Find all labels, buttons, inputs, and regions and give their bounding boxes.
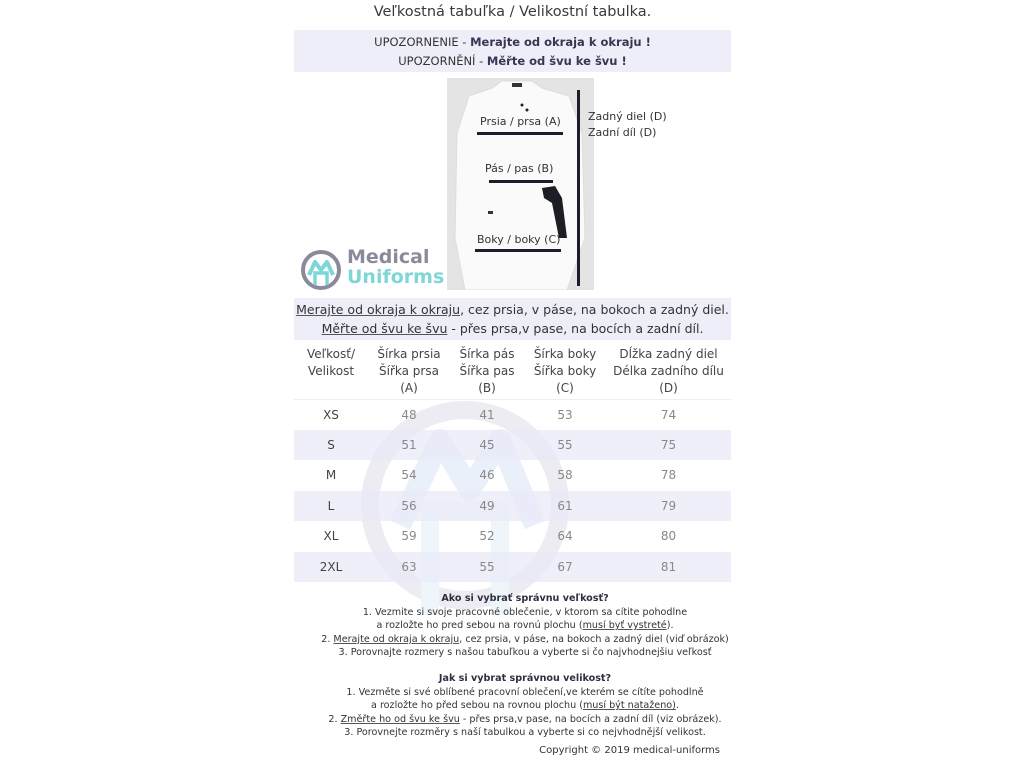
garment-diagram: Prsia / prsa (A) Pás / pas (B) Boky / bo…: [447, 78, 594, 290]
table-row: XL 59 52 64 80: [294, 521, 731, 552]
logo-icon: [301, 250, 341, 290]
logo-text-medical: Medical: [347, 246, 430, 268]
measurement-cell: 79: [606, 490, 731, 521]
size-cell: 2XL: [294, 551, 368, 582]
measurement-cell: 64: [557, 529, 573, 544]
measurement-cell: 45: [450, 429, 524, 460]
measurement-cell: 58: [557, 468, 573, 483]
howto-sk-step2: 2. Merajte od okraja k okraju, cez prsia…: [321, 633, 729, 645]
column-header: Šírka pás Šířka pas (B): [450, 346, 524, 400]
header-line: Délka zadního dílu: [613, 364, 724, 378]
measurement-cell: 46: [479, 468, 495, 483]
measurement-cell: 51: [368, 429, 450, 460]
header-line: (D): [659, 381, 678, 395]
measurement-cell: 55: [524, 429, 606, 460]
column-header: Dĺžka zadný diel Délka zadního dílu (D): [606, 346, 731, 400]
table-row: 2XL 63 55 67 81: [294, 551, 731, 582]
howto-sk-heading: Ako si vybrať správnu veľkosť?: [441, 593, 609, 604]
measurement-cell: 80: [660, 529, 677, 544]
measurement-cell: 74: [660, 407, 677, 422]
header-line: Velikost: [307, 364, 355, 378]
header-line: Dĺžka zadný diel: [619, 347, 718, 361]
measurement-cell: 55: [450, 551, 524, 582]
back-length-line: [577, 90, 580, 286]
measure-instructions: Merajte od okraja k okraju, cez prsia, v…: [294, 298, 731, 340]
how-to-choose: Ako si vybrať správnu veľkosť? 1. Vezmit…: [290, 592, 760, 740]
measurement-cell: 78: [660, 468, 677, 483]
back-label-sk: Zadný diel (D): [588, 110, 667, 123]
copyright: Copyright © 2019 medical-uniforms: [539, 745, 720, 756]
measurement-cell: 53: [557, 407, 573, 422]
logo-text-uniforms: Uniforms: [347, 266, 445, 288]
header-line: (B): [478, 381, 496, 395]
size-cell: XL: [323, 529, 339, 544]
header-line: Šířka pas: [459, 364, 515, 378]
measurement-cell: 52: [479, 529, 495, 544]
chest-line: [477, 132, 563, 135]
measurement-cell: 59: [401, 529, 417, 544]
back-label-cz: Zadní díl (D): [588, 126, 657, 139]
measurement-cell: 61: [524, 490, 606, 521]
measurement-cell: 48: [401, 407, 417, 422]
measurement-cell: 54: [401, 468, 417, 483]
size-cell: L: [294, 490, 368, 521]
hips-line: [475, 249, 561, 252]
warning-notice: UPOZORNENIE - Merajte od okraja k okraju…: [294, 30, 731, 72]
measurement-cell: 56: [368, 490, 450, 521]
notice-sk: UPOZORNENIE - Merajte od okraja k okraju…: [374, 35, 651, 49]
column-header: Šírka boky Šířka boky (C): [524, 346, 606, 400]
table-row: M 54 46 58 78: [294, 460, 731, 491]
howto-cz-step1: 1. Vezměte si své oblíbené pracovní oble…: [346, 686, 704, 698]
header-line: (C): [556, 381, 574, 395]
waist-line: [489, 180, 553, 183]
header-line: Šířka prsa: [379, 364, 439, 378]
measure-sk: Merajte od okraja k okraju, cez prsia, v…: [296, 302, 729, 317]
hips-label: Boky / boky (C): [477, 233, 561, 246]
table-row: L 56 49 61 79: [294, 490, 731, 521]
page-title: Veľkostná tabuľka / Velikostní tabulka.: [373, 4, 652, 20]
measure-cz: Měřte od švu ke švu - přes prsa,v pase, …: [321, 321, 704, 336]
measurement-cell: 75: [606, 429, 731, 460]
notice-cz: UPOZORNĚNÍ - Měřte od švu ke švu !: [398, 54, 627, 68]
measurement-cell: 63: [368, 551, 450, 582]
brand-logo: Medical Uniforms: [300, 247, 452, 291]
table-row: S 51 45 55 75: [294, 429, 731, 460]
measurement-cell: 49: [450, 490, 524, 521]
header-line: Šírka pás: [459, 347, 515, 361]
size-cell: M: [325, 468, 337, 483]
chest-label: Prsia / prsa (A): [480, 115, 561, 128]
size-cell: S: [294, 429, 368, 460]
header-line: Šírka prsia: [377, 347, 441, 361]
measurement-cell: 41: [479, 407, 495, 422]
waist-label: Pás / pas (B): [485, 162, 554, 175]
howto-cz-heading: Jak si vybrat správnou velikost?: [438, 672, 612, 684]
measurement-cell: 67: [524, 551, 606, 582]
howto-cz-step2: 2. Změřte ho od švu ke švu - přes prsa,v…: [328, 713, 722, 725]
header-line: Šířka boky: [533, 364, 597, 378]
howto-sk-step1: 1. Vezmite si svoje pracovné oblečenie, …: [362, 606, 688, 618]
howto-cz-step3: 3. Porovnejte rozměry s naší tabulkou a …: [344, 727, 706, 739]
header-line: Šírka boky: [533, 347, 597, 361]
measurement-cell: 81: [606, 551, 731, 582]
size-cell: XS: [323, 407, 339, 422]
column-header: Šírka prsia Šířka prsa (A): [368, 346, 450, 400]
tunic-image: [454, 80, 586, 290]
howto-sk-step1b: a rozložte ho pred sebou na rovnú plochu…: [376, 620, 674, 632]
howto-cz-step1b: a rozložte ho před sebou na rovnou ploch…: [371, 700, 679, 712]
howto-sk-step3: 3. Porovnajte rozmery s našou tabuľkou a…: [338, 647, 712, 659]
table-row: XS 48 41 53 74: [294, 399, 731, 430]
header-line: Veľkosť/: [306, 347, 356, 361]
column-header: Veľkosť/Velikost: [294, 346, 368, 400]
size-table: Veľkosť/Velikost Šírka prsia Šířka prsa (A)…: [294, 346, 731, 582]
header-line: (A): [400, 381, 418, 395]
